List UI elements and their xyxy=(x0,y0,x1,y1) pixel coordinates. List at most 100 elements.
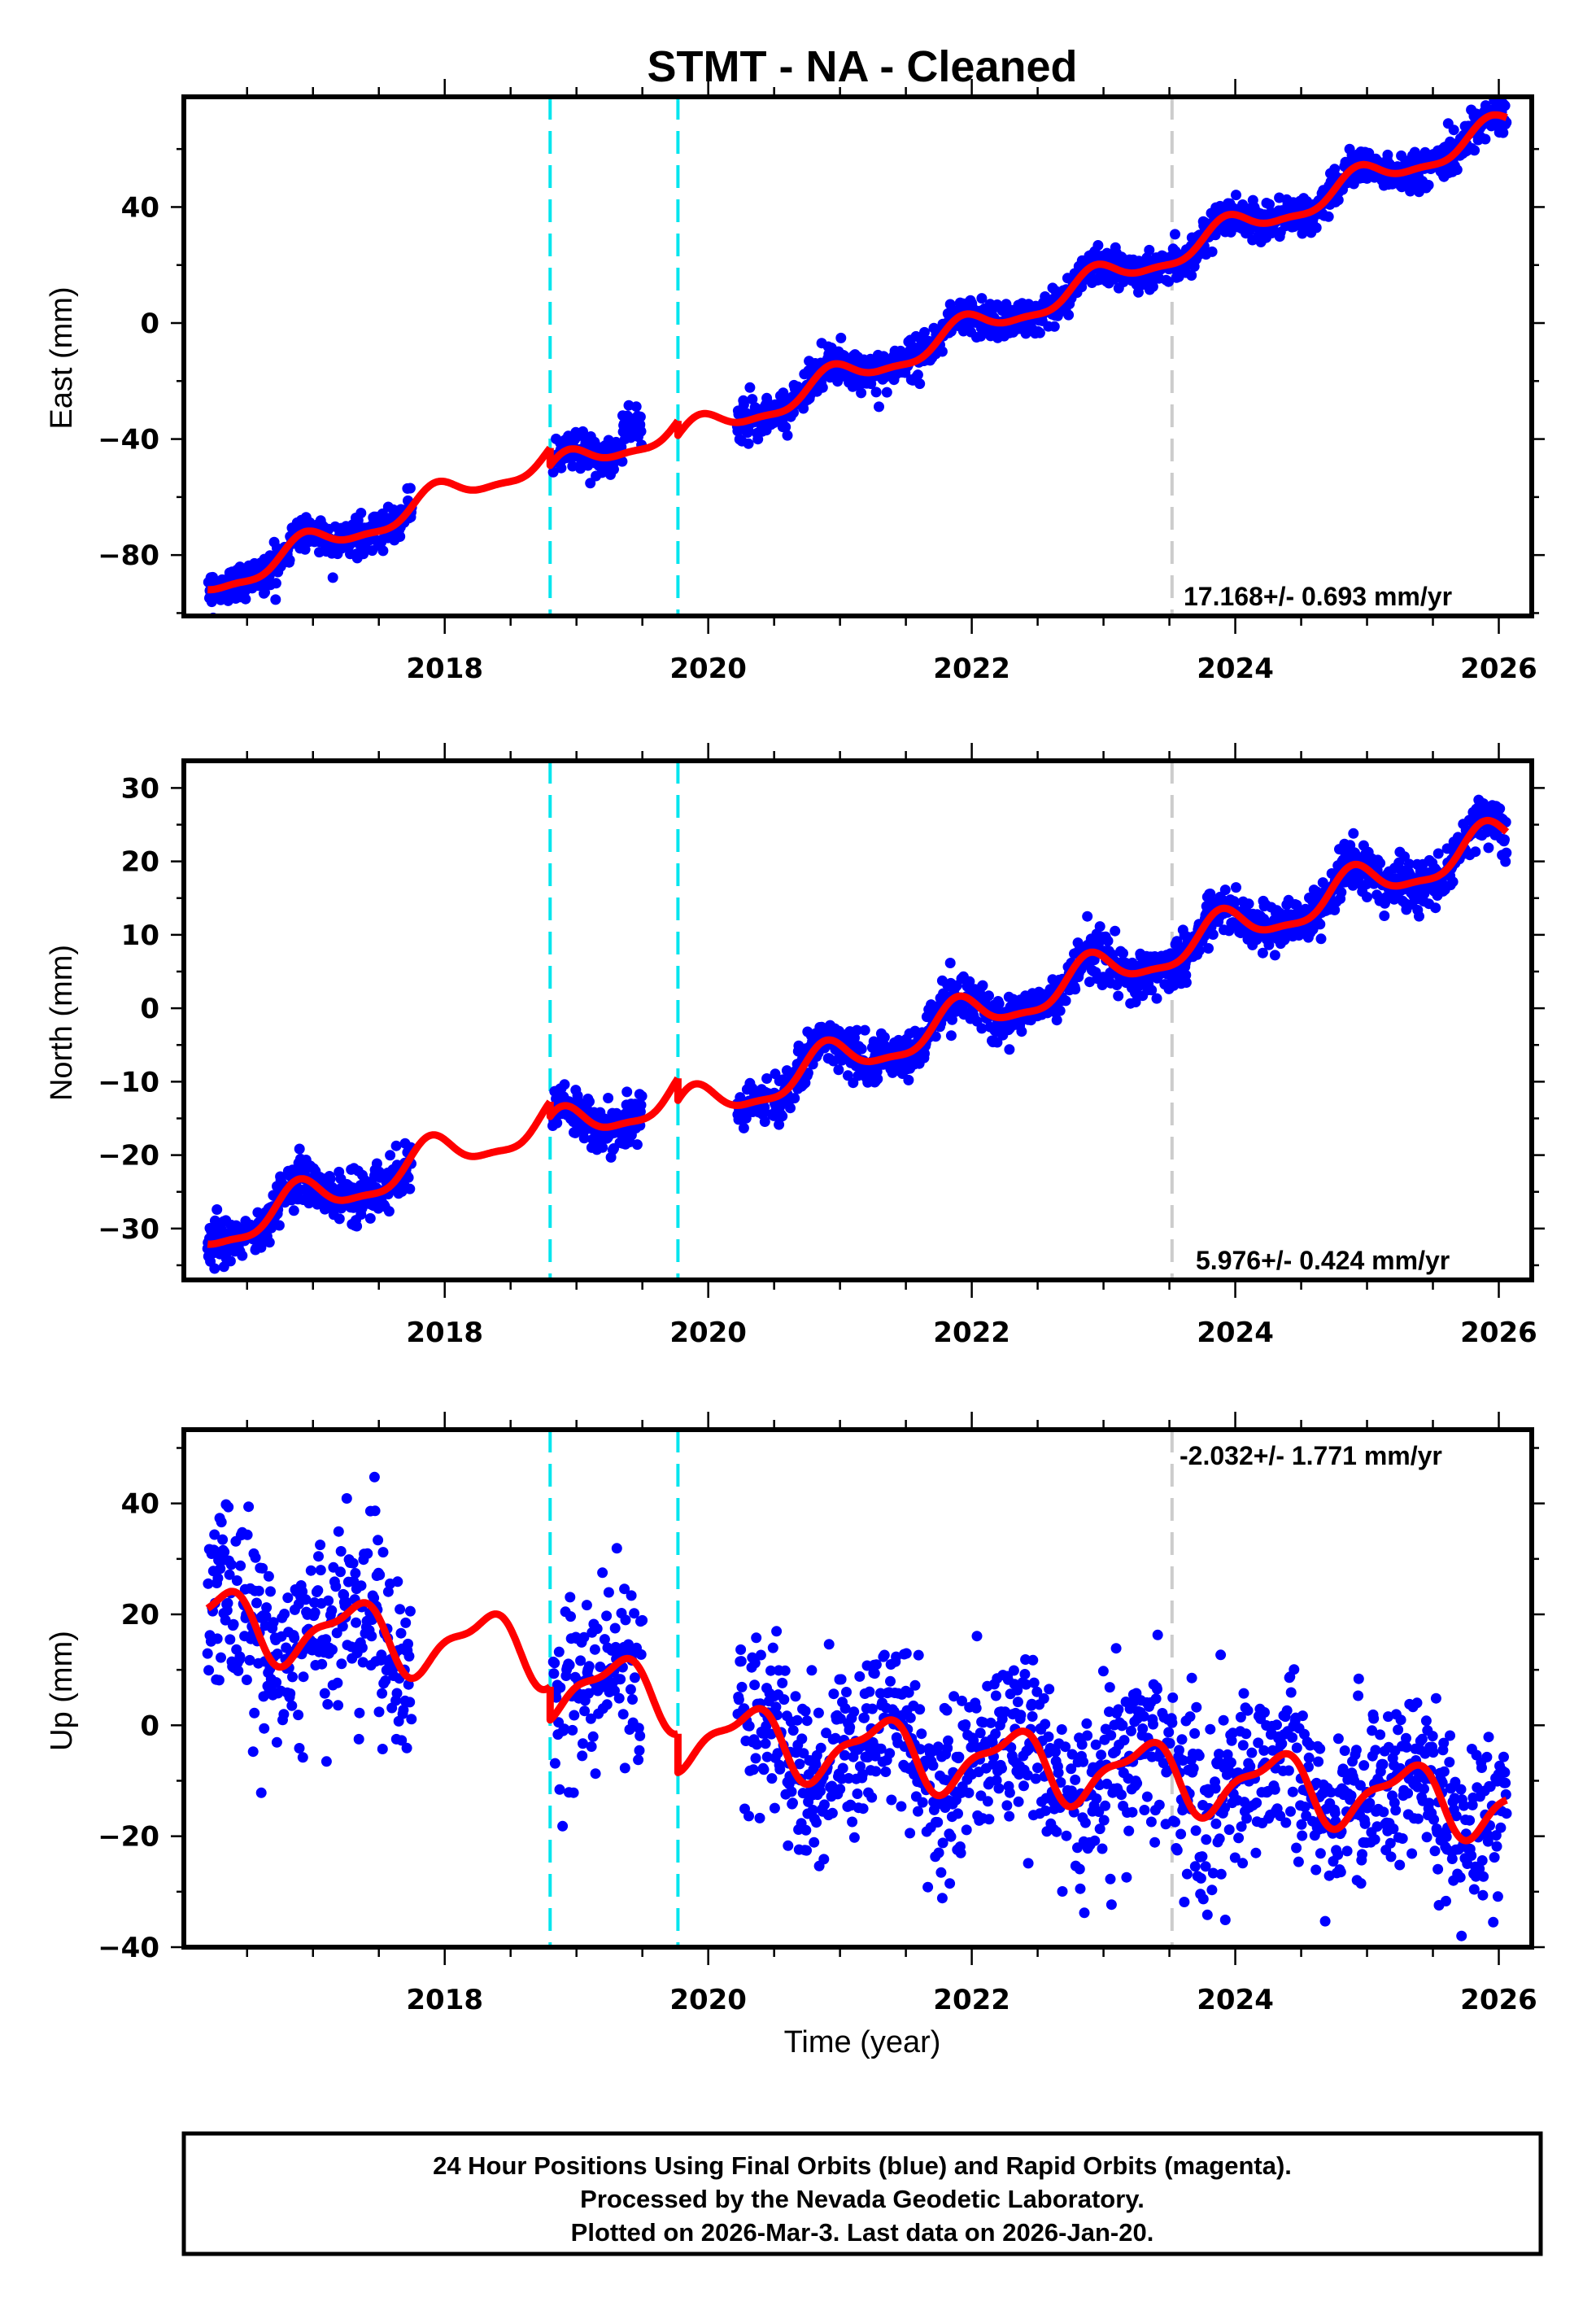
east-data-point xyxy=(630,401,642,413)
up-data-point xyxy=(285,1688,296,1699)
up-data-point xyxy=(293,1710,304,1721)
up-data-point xyxy=(750,1753,761,1764)
up-data-point xyxy=(879,1649,890,1661)
up-data-point xyxy=(767,1642,778,1653)
up-data-point xyxy=(350,1568,361,1579)
north-data-point xyxy=(597,1142,608,1153)
north-data-point xyxy=(1269,950,1280,961)
up-data-point xyxy=(286,1700,298,1711)
north-data-point xyxy=(1070,984,1081,995)
up-data-point xyxy=(1043,1731,1054,1742)
up-data-point xyxy=(914,1704,926,1715)
up-data-point xyxy=(922,1881,934,1893)
north-data-point xyxy=(945,1030,957,1042)
up-data-point xyxy=(1027,1654,1039,1666)
north-data-point xyxy=(947,1014,957,1025)
up-data-point xyxy=(392,1576,403,1588)
up-data-point xyxy=(251,1597,262,1609)
up-data-point xyxy=(815,1742,826,1754)
up-data-point xyxy=(914,1744,926,1755)
north-data-point xyxy=(1243,898,1254,910)
up-data-point xyxy=(400,1617,412,1628)
up-data-point xyxy=(323,1595,334,1606)
up-data-point xyxy=(1066,1749,1078,1760)
up-data-point xyxy=(801,1715,813,1727)
up-data-point xyxy=(398,1705,409,1715)
east-data-point xyxy=(1323,211,1334,222)
north-data-point xyxy=(1494,803,1506,815)
up-data-point xyxy=(634,1745,645,1756)
up-data-point xyxy=(1100,1800,1111,1811)
north-data-point xyxy=(578,1133,590,1144)
east-data-point xyxy=(1049,321,1060,332)
up-data-point xyxy=(257,1562,268,1574)
up-data-point xyxy=(1012,1697,1023,1708)
north-data-point xyxy=(856,1043,867,1055)
up-data-point xyxy=(1082,1730,1093,1741)
up-data-point xyxy=(748,1764,759,1775)
up-data-point xyxy=(1089,1835,1101,1846)
up-data-point xyxy=(586,1741,597,1752)
east-data-point xyxy=(1163,276,1174,287)
up-data-point xyxy=(557,1820,569,1832)
up-data-point xyxy=(362,1548,373,1559)
up-data-point xyxy=(945,1831,957,1842)
north-data-point xyxy=(1094,921,1105,932)
north-x-tick-label: 2020 xyxy=(669,1317,747,1349)
up-data-point xyxy=(1116,1789,1127,1801)
up-data-point xyxy=(743,1810,754,1822)
up-data-point xyxy=(819,1799,830,1810)
up-data-point xyxy=(224,1569,235,1580)
up-data-point xyxy=(916,1728,927,1740)
up-data-point xyxy=(749,1679,761,1691)
up-data-point xyxy=(1056,1724,1067,1735)
north-data-point xyxy=(944,958,956,968)
north-data-point xyxy=(859,1024,870,1036)
up-data-point xyxy=(1015,1710,1027,1721)
up-data-point xyxy=(766,1773,778,1784)
east-data-point xyxy=(835,332,847,343)
up-data-point xyxy=(357,1657,368,1668)
east-data-point xyxy=(1310,222,1322,234)
up-data-point xyxy=(366,1631,377,1642)
up-data-point xyxy=(613,1692,625,1704)
north-data-point xyxy=(983,990,994,1002)
up-data-point xyxy=(559,1723,570,1735)
up-data-point xyxy=(896,1801,907,1812)
north-data-point xyxy=(1414,911,1424,922)
up-data-point xyxy=(395,1604,406,1615)
up-data-point xyxy=(326,1605,338,1616)
north-data-point xyxy=(1500,856,1511,867)
north-y-tick-label: 20 xyxy=(121,846,159,879)
up-data-point xyxy=(1079,1907,1090,1919)
east-data-point xyxy=(1332,194,1344,206)
east-data-point xyxy=(1382,149,1393,160)
up-data-point xyxy=(567,1724,578,1736)
north-rate-label: 5.976+/- 0.424 mm/yr xyxy=(1196,1246,1450,1275)
up-data-point xyxy=(297,1752,308,1763)
north-data-point xyxy=(334,1213,345,1225)
up-data-point xyxy=(578,1631,590,1643)
north-data-point xyxy=(759,1102,770,1113)
up-data-point xyxy=(835,1674,847,1685)
up-data-point xyxy=(749,1657,761,1669)
up-data-point xyxy=(315,1565,326,1576)
up-data-point xyxy=(569,1710,580,1721)
up-data-point xyxy=(313,1551,324,1562)
up-data-point xyxy=(629,1608,640,1619)
east-y-axis-label: East (mm) xyxy=(45,286,79,429)
up-data-point xyxy=(1057,1886,1068,1897)
east-data-point xyxy=(881,387,892,398)
up-data-point xyxy=(242,1529,253,1540)
up-data-point xyxy=(869,1668,880,1679)
north-data-point xyxy=(351,1221,363,1232)
north-data-point xyxy=(559,1079,570,1090)
up-data-point xyxy=(587,1731,599,1742)
up-data-point xyxy=(837,1762,848,1774)
east-y-tick-label: −40 xyxy=(98,424,159,456)
up-data-point xyxy=(300,1594,312,1605)
up-data-point xyxy=(852,1788,863,1799)
up-data-point xyxy=(948,1691,960,1702)
north-data-point xyxy=(930,1031,941,1042)
north-data-point xyxy=(992,1037,1003,1048)
